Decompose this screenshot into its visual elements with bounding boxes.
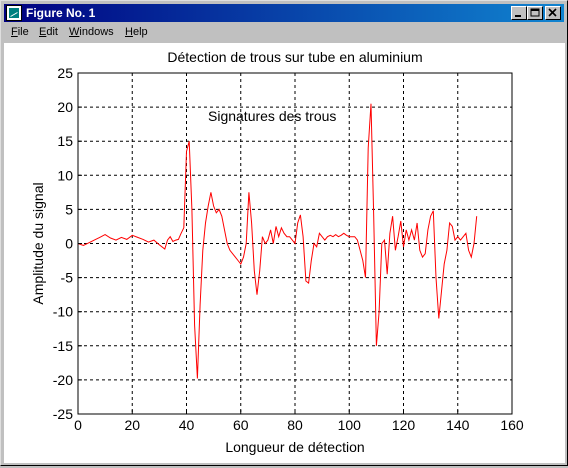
maximize-button[interactable] [527, 6, 543, 20]
y-tick-label: 5 [65, 201, 73, 217]
y-tick-label: 15 [57, 133, 73, 149]
x-tick-label: 120 [392, 417, 416, 433]
menu-edit[interactable]: Edit [39, 26, 58, 39]
y-tick-label: 10 [57, 167, 73, 183]
menu-help[interactable]: Help [125, 26, 148, 39]
y-tick-label: -20 [53, 372, 73, 388]
x-tick-label: 80 [287, 417, 303, 433]
window-title: Figure No. 1 [26, 6, 96, 20]
title-bar[interactable]: Figure No. 1 [4, 4, 564, 22]
y-axis-label: Amplitude du signal [30, 182, 46, 304]
minimize-icon [515, 15, 521, 17]
close-button[interactable] [545, 6, 561, 20]
x-tick-label: 40 [179, 417, 195, 433]
menu-edit-label: dit [46, 26, 58, 38]
menu-file[interactable]: File [11, 26, 29, 39]
x-tick-label: 0 [74, 417, 82, 433]
menu-file-mnemonic: F [11, 26, 18, 38]
series-line [77, 103, 478, 379]
figure-app-icon[interactable] [6, 5, 22, 21]
chart-annotation: Signatures des trous [208, 108, 336, 124]
menu-help-mnemonic: H [125, 26, 133, 38]
y-tick-label: 25 [57, 65, 73, 81]
x-tick-label: 100 [338, 417, 362, 433]
x-tick-label: 160 [500, 417, 524, 433]
axis-ticks: 0 20 40 60 80 100 120 140 160 -25 -20 -15 -10 -5 0 5 10 1… [53, 65, 524, 433]
y-tick-label: 20 [57, 99, 73, 115]
y-tick-label: -15 [53, 338, 73, 354]
chart-title: Détection de trous sur tube en aluminium [167, 49, 422, 65]
x-tick-label: 60 [233, 417, 249, 433]
y-tick-label: -25 [53, 406, 73, 422]
menu-help-label: elp [132, 26, 148, 38]
x-axis-label: Longueur de détection [225, 439, 364, 455]
y-tick-label: 0 [65, 236, 73, 252]
plot-svg: Détection de trous sur tube en aluminium… [30, 49, 524, 455]
maximize-icon [530, 8, 540, 17]
y-tick-label: -10 [53, 304, 73, 320]
close-icon [548, 8, 557, 17]
x-tick-label: 140 [446, 417, 470, 433]
menu-windows-mnemonic: W [69, 26, 80, 38]
menu-bar: File Edit Windows Help [4, 23, 564, 42]
minimize-button[interactable] [511, 6, 527, 20]
y-tick-label: -5 [61, 270, 74, 286]
menu-file-label: ile [17, 26, 29, 38]
figure-canvas: Détection de trous sur tube en aluminium… [4, 43, 565, 463]
x-tick-label: 20 [124, 417, 140, 433]
menu-windows-label: indows [79, 26, 114, 38]
menu-edit-mnemonic: E [39, 26, 47, 38]
menu-windows[interactable]: Windows [69, 26, 114, 39]
